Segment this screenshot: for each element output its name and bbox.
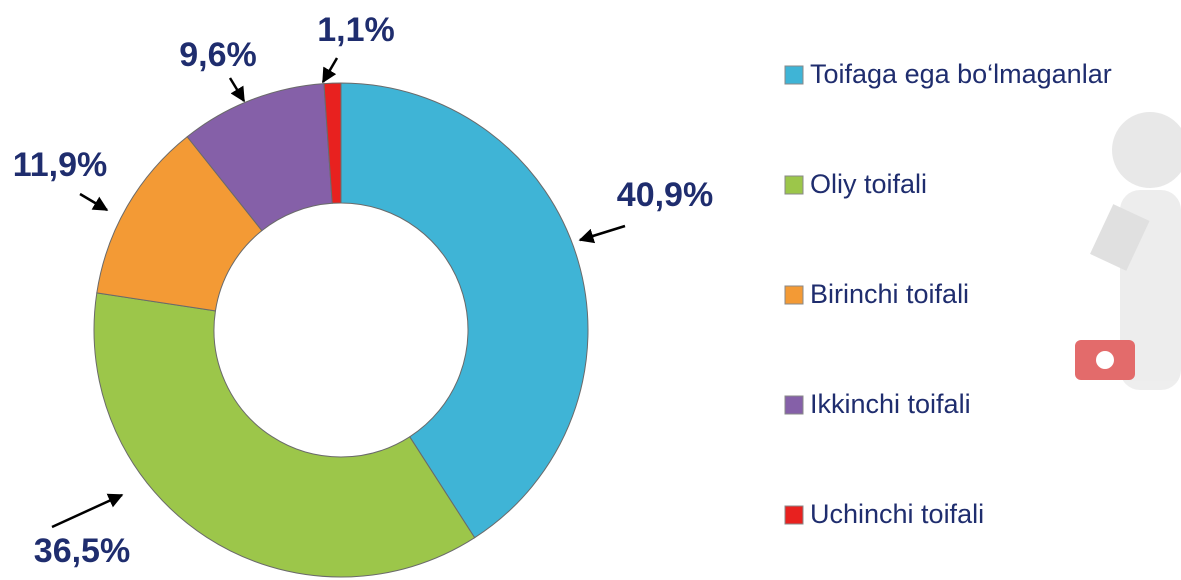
label-arrow bbox=[51, 493, 124, 529]
value-labels: 40,9% 36,5% 11,9% 9,6% 1,1% bbox=[13, 11, 713, 570]
slice bbox=[93, 292, 476, 578]
legend-swatch bbox=[784, 285, 804, 305]
slice bbox=[340, 82, 589, 539]
label-arrow bbox=[321, 57, 339, 84]
value-label: 11,9% bbox=[13, 146, 108, 184]
label-arrow bbox=[578, 224, 626, 244]
legend-swatch bbox=[784, 175, 804, 195]
legend: Toifaga ega bo‘lmaganlar Oliy toifali Biri… bbox=[784, 59, 1112, 529]
value-label: 9,6% bbox=[179, 36, 257, 74]
value-label: 36,5% bbox=[34, 532, 130, 570]
legend-label: Birinchi toifali bbox=[810, 279, 969, 309]
legend-swatch bbox=[784, 65, 804, 85]
value-label: 40,9% bbox=[617, 176, 713, 214]
label-arrow bbox=[228, 77, 246, 103]
legend-swatch bbox=[784, 505, 804, 525]
legend-swatch bbox=[784, 395, 804, 415]
doctor-illustration bbox=[1075, 112, 1181, 390]
legend-label: Uchinchi toifali bbox=[810, 499, 984, 529]
legend-label: Toifaga ega bo‘lmaganlar bbox=[810, 59, 1112, 89]
label-arrow bbox=[79, 192, 109, 212]
legend-label: Oliy toifali bbox=[810, 169, 927, 199]
legend-label: Ikkinchi toifali bbox=[810, 389, 971, 419]
donut bbox=[93, 82, 589, 578]
value-label: 1,1% bbox=[317, 11, 395, 49]
